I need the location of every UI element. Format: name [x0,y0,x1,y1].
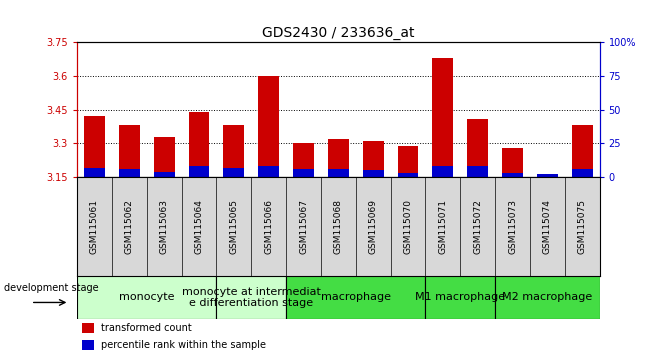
Text: GSM115065: GSM115065 [229,199,239,254]
Text: development stage: development stage [4,283,98,293]
Bar [328,139,349,177]
Bar [223,125,245,177]
Text: GSM115061: GSM115061 [90,199,99,254]
Text: GSM115062: GSM115062 [125,199,134,254]
Bar [362,141,384,177]
Bar [572,125,593,177]
Title: GDS2430 / 233636_at: GDS2430 / 233636_at [262,26,415,40]
Text: GSM115075: GSM115075 [578,199,587,254]
Bar [495,276,600,319]
Text: GSM115064: GSM115064 [194,199,204,254]
Text: GSM115070: GSM115070 [403,199,413,254]
Bar [216,276,286,319]
Bar [397,173,419,177]
Bar [293,143,314,177]
Bar [188,166,210,177]
Bar [223,167,245,177]
Text: GSM115069: GSM115069 [369,199,378,254]
Bar [258,166,279,177]
Bar [119,169,140,177]
Bar [188,112,210,177]
Text: monocyte: monocyte [119,292,174,302]
Bar [397,145,419,177]
Text: GSM115071: GSM115071 [438,199,448,254]
Bar [467,166,488,177]
Bar [432,58,454,177]
Bar [362,170,384,177]
Bar [258,76,279,177]
Bar [537,175,558,177]
Bar [286,276,425,319]
Bar [82,323,94,333]
Bar [77,276,216,319]
Text: percentile rank within the sample: percentile rank within the sample [100,340,265,350]
Text: GSM115068: GSM115068 [334,199,343,254]
Text: GSM115067: GSM115067 [299,199,308,254]
Bar [502,148,523,177]
Bar [467,119,488,177]
Bar [119,125,140,177]
Bar [153,137,175,177]
Text: M2 macrophage: M2 macrophage [502,292,592,302]
Bar [537,174,558,177]
Bar [84,116,105,177]
Text: transformed count: transformed count [100,323,192,333]
Text: M1 macrophage: M1 macrophage [415,292,505,302]
Text: macrophage: macrophage [321,292,391,302]
Bar [572,169,593,177]
Text: GSM115072: GSM115072 [473,199,482,254]
Bar [153,172,175,177]
Bar [425,276,495,319]
Text: GSM115063: GSM115063 [159,199,169,254]
Bar [502,173,523,177]
Bar [84,167,105,177]
Text: monocyte at intermediat
e differentiation stage: monocyte at intermediat e differentiatio… [182,286,321,308]
Bar [432,166,454,177]
Bar [328,169,349,177]
Text: GSM115066: GSM115066 [264,199,273,254]
Text: GSM115073: GSM115073 [508,199,517,254]
Text: GSM115074: GSM115074 [543,199,552,254]
Bar [82,340,94,350]
Bar [293,169,314,177]
